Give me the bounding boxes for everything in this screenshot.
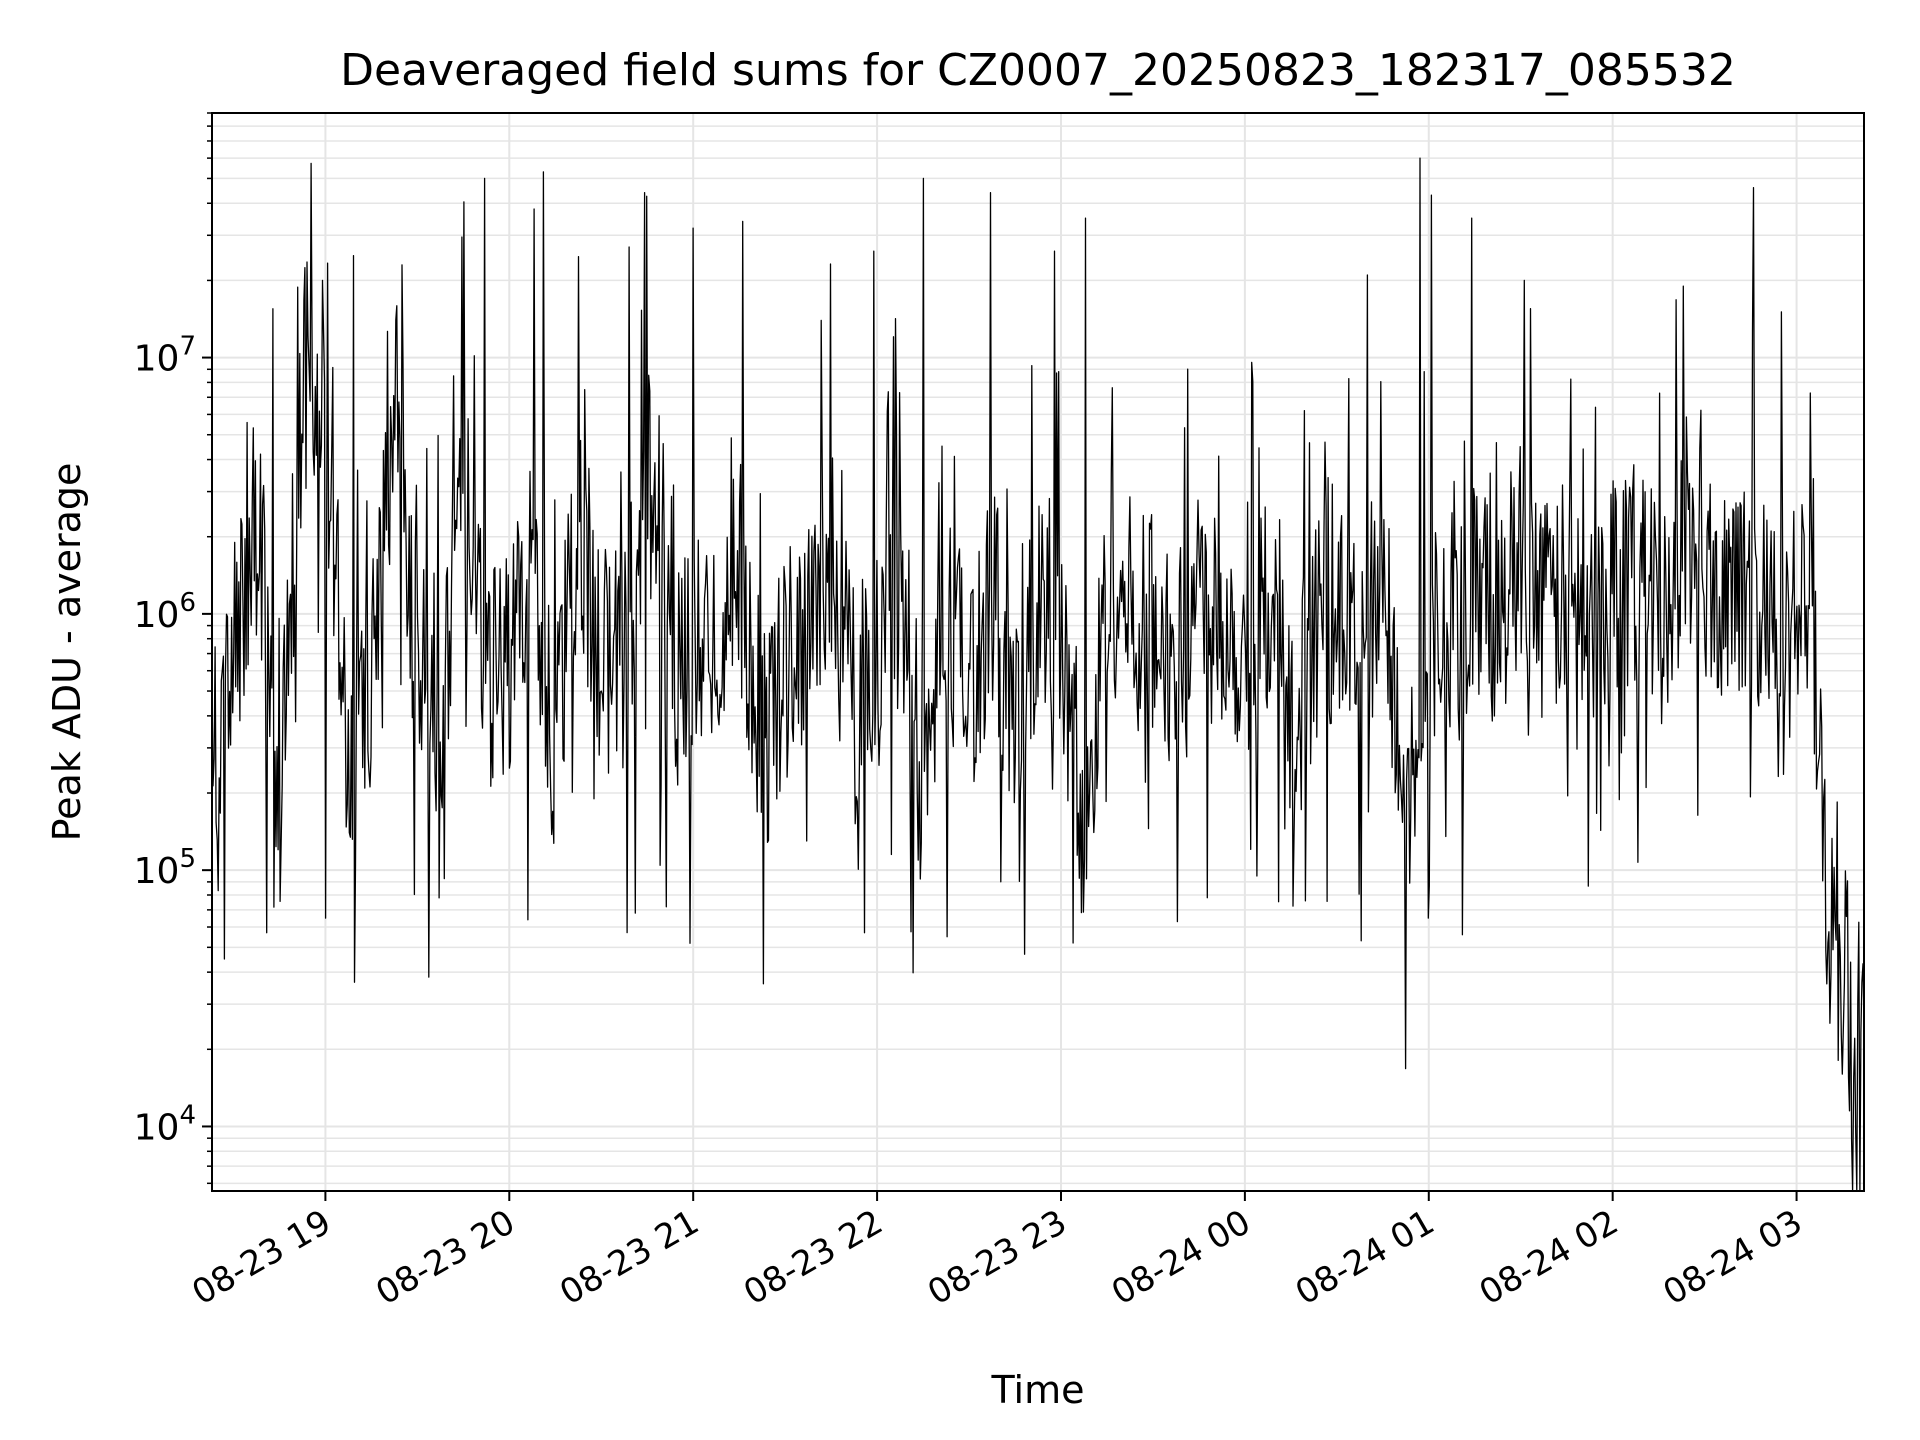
chart-title: Deaveraged field sums for CZ0007_2025082… [340, 45, 1736, 96]
y-tick-label-exponent: 5 [179, 844, 196, 874]
y-tick-label: 104 [134, 1100, 196, 1148]
y-tick-label-exponent: 6 [179, 588, 196, 618]
y-tick-label-exponent: 4 [179, 1100, 196, 1130]
series-layer [211, 157, 1865, 1192]
y-tick-label-exponent: 7 [179, 332, 196, 362]
y-axis-label: Peak ADU - average [45, 463, 89, 842]
y-tick-label-base: 10 [134, 595, 180, 636]
y-tick-label-base: 10 [134, 851, 180, 892]
y-tick-label: 105 [134, 844, 196, 892]
y-tick-label-base: 10 [134, 339, 180, 380]
series-line [211, 157, 1865, 1192]
y-tick-label-base: 10 [134, 1107, 180, 1148]
x-axis-label: Time [991, 1368, 1085, 1412]
y-tick-label: 107 [134, 332, 196, 380]
plot-frame [211, 112, 1865, 1192]
y-tick-label: 106 [134, 588, 196, 636]
